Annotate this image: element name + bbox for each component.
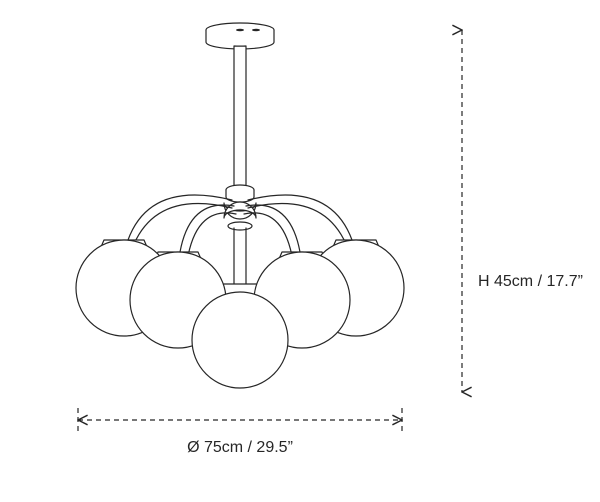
globe bbox=[192, 292, 288, 388]
dimension-diagram: Ø 75cm / 29.5” H 45cm / 17.7” bbox=[0, 0, 600, 502]
stem bbox=[234, 46, 246, 186]
chandelier-drawing bbox=[76, 23, 404, 388]
width-label: Ø 75cm / 29.5” bbox=[187, 439, 293, 456]
height-label: H 45cm / 17.7” bbox=[478, 273, 583, 290]
width-dimension bbox=[78, 408, 402, 432]
